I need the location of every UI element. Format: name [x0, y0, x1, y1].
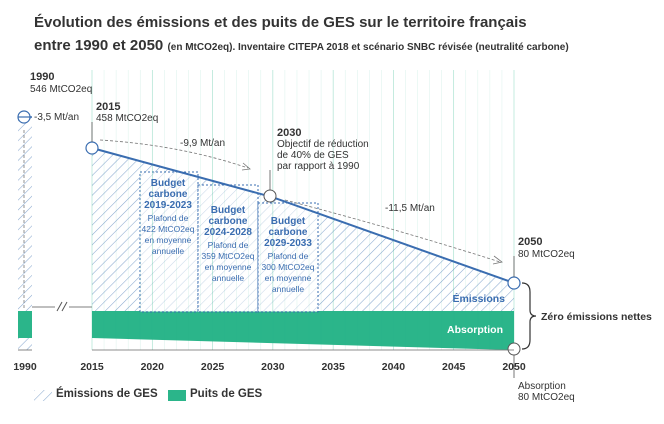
label-1990-year: 1990 [30, 71, 54, 83]
legend-emissions-label: Émissions de GES [56, 388, 158, 400]
x-tick-label: 2050 [502, 361, 526, 373]
budget-box-2029-2033 [257, 202, 319, 313]
chart-title-line2: entre 1990 et 2050 (en MtCO2eq). Inventa… [34, 37, 569, 54]
marker-absorption-2050 [507, 342, 521, 356]
label-2030-year: 2030 [277, 127, 301, 139]
title-main: entre 1990 et 2050 [34, 37, 164, 54]
trend-arrow-2015-2030 [99, 139, 249, 169]
puits-area [92, 311, 514, 350]
x-tick-label: 2015 [80, 361, 104, 373]
budget-1-p2: 422 MtCO2eq [142, 224, 195, 234]
emissions-1990-bar [18, 117, 32, 350]
title-subtitle: (en MtCO2eq). Inventaire CITEPA 2018 et … [167, 42, 569, 53]
x-axis-ticks: 1990 2015 2020 2025 2030 2035 2040 2045 2050 [13, 349, 526, 373]
label-2015-year: 2015 [96, 101, 120, 113]
budget-2-p1: Plafond de [208, 240, 249, 250]
budget-3-l2: carbone [269, 227, 308, 238]
label-1990-value: 546 MtCO2eq [30, 84, 92, 95]
budget-label-1: Budget carbone 2019-2023 Plafond de 422 … [142, 178, 195, 256]
budget-1-l3: 2019-2023 [144, 200, 192, 211]
puits-1990-bar [18, 311, 32, 338]
budget-1-p4: annuelle [152, 246, 184, 256]
label-2050-value: 80 MtCO2eq [518, 249, 575, 260]
x-tick-label: 1990 [13, 361, 37, 373]
budget-box-2024-2028 [197, 184, 259, 313]
marker-2050 [507, 276, 521, 290]
trend-arrow-2015-2030-head [241, 162, 251, 171]
budget-2-p3: en moyenne [205, 262, 252, 272]
budget-3-l3: 2029-2033 [264, 238, 312, 249]
budget-1-p3: en moyenne [145, 235, 192, 245]
x-tick-label: 2025 [201, 361, 225, 373]
label-2015-value: 458 MtCO2eq [96, 113, 158, 124]
label-absorption-value: 80 MtCO2eq [518, 392, 575, 403]
budget-label-3: Budget carbone 2029-2033 Plafond de 300 … [262, 216, 315, 294]
zero-net-brace [521, 282, 537, 350]
trend-arrow-2030-2050-head [492, 255, 503, 265]
budget-2-p2: 359 MtCO2eq [202, 251, 255, 261]
trend-arrow-2030-2050 [284, 199, 501, 263]
x-tick-label: 2035 [321, 361, 345, 373]
label-2030-line1: Objectif de réduction [277, 139, 369, 150]
marker-2015 [85, 141, 99, 155]
label-2030-line3: par rapport à 1990 [277, 161, 360, 172]
axis-break-mark [56, 301, 63, 312]
label-rate-1990: -3,5 Mt/an [34, 112, 79, 123]
budget-box-2019-2023 [139, 171, 199, 313]
budget-1-l2: carbone [149, 189, 188, 200]
x-tick-label: 2040 [382, 361, 406, 373]
budget-3-p2: 300 MtCO2eq [262, 262, 315, 272]
legend-emissions-swatch [34, 390, 52, 401]
budget-2-l3: 2024-2028 [204, 227, 252, 238]
label-rate-2015-2030: -9,9 Mt/an [180, 138, 225, 149]
budget-2-l1: Budget [211, 205, 246, 216]
label-2030-line2: de 40% de GES [277, 150, 349, 161]
legend-puits-swatch [168, 390, 186, 401]
x-tick-label: 2020 [141, 361, 165, 373]
budget-3-p3: en moyenne [265, 273, 312, 283]
label-zero-net: Zéro émissions nettes [541, 311, 652, 323]
budget-2-l2: carbone [209, 216, 248, 227]
budget-3-p1: Plafond de [268, 251, 309, 261]
budget-2-p4: annuelle [212, 273, 244, 283]
label-emissions-series: Émissions [452, 292, 505, 305]
budget-3-l1: Budget [271, 216, 306, 227]
x-tick-label: 2030 [261, 361, 285, 373]
legend-puits-label: Puits de GES [190, 388, 263, 400]
axis-break-mark [61, 301, 68, 312]
budget-1-l1: Budget [151, 178, 186, 189]
gridlines [91, 70, 515, 350]
chart-title: Évolution des émissions et des puits de … [34, 14, 527, 31]
label-absorption-series: Absorption [447, 324, 503, 336]
label-absorption-year: Absorption [518, 381, 566, 392]
label-2050-year: 2050 [518, 236, 542, 248]
label-rate-2030-2050: -11,5 Mt/an [385, 203, 435, 214]
x-tick-label: 2045 [442, 361, 466, 373]
budget-3-p4: annuelle [272, 284, 304, 294]
budget-label-2: Budget carbone 2024-2028 Plafond de 359 … [202, 205, 255, 283]
budget-1-p1: Plafond de [148, 213, 189, 223]
marker-2030 [263, 189, 277, 203]
